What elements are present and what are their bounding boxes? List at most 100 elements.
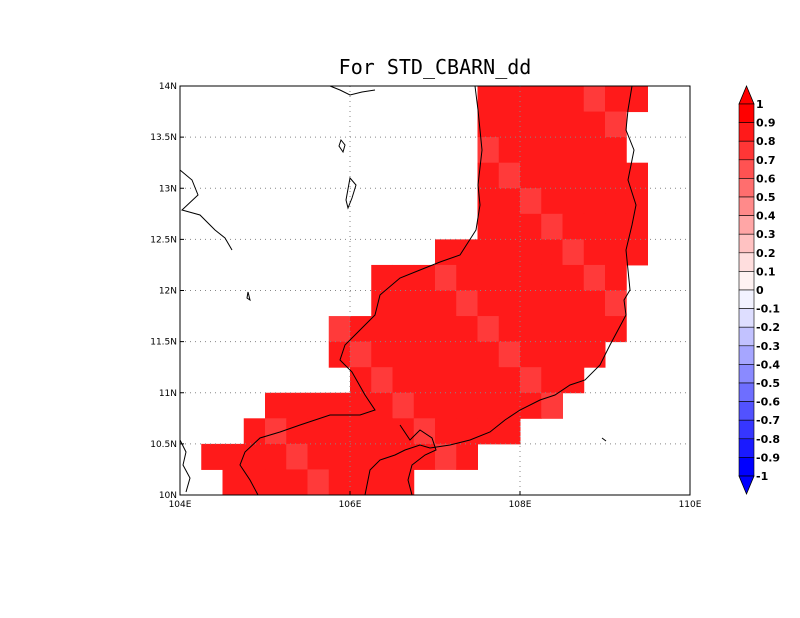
field-cell xyxy=(413,392,436,419)
field-cell xyxy=(413,316,436,343)
field-cell xyxy=(498,367,521,394)
field-cell xyxy=(626,188,648,215)
colorbar-label: 0.6 xyxy=(756,172,776,185)
colorbar-swatch xyxy=(738,196,755,216)
field-cell xyxy=(498,239,521,266)
lat-tick-label: 13N xyxy=(159,184,177,194)
colorbar-swatch xyxy=(738,419,755,440)
field-cell xyxy=(541,392,563,419)
coastline-east xyxy=(364,85,637,496)
field-cell xyxy=(583,239,606,266)
field-cell xyxy=(626,86,648,113)
colorbar-label: 0.4 xyxy=(756,210,776,223)
field-cell xyxy=(243,469,266,496)
field-cell xyxy=(413,367,436,394)
field-cell xyxy=(498,137,521,164)
field-cell xyxy=(498,111,521,138)
field-cell xyxy=(413,443,436,470)
field-cell xyxy=(477,86,500,113)
field-cell xyxy=(541,341,563,368)
field-cell xyxy=(583,86,606,113)
colorbar-swatch xyxy=(738,271,755,291)
field-cell xyxy=(413,264,436,291)
field-cell xyxy=(435,239,457,266)
field-cell xyxy=(562,264,585,291)
field-cell xyxy=(583,341,606,368)
field-cell xyxy=(307,443,330,470)
field-cell xyxy=(477,137,500,164)
field-cell xyxy=(583,137,606,164)
field-cell xyxy=(307,392,330,419)
field-cell xyxy=(456,367,478,394)
field-cell xyxy=(562,137,585,164)
field-cell xyxy=(541,137,563,164)
field-cell xyxy=(498,213,521,240)
colorbar-label: -0.1 xyxy=(756,303,780,316)
colorbar-swatch xyxy=(738,178,755,198)
field-cell xyxy=(562,213,585,240)
field-cell xyxy=(435,290,457,317)
field-cell xyxy=(541,86,563,113)
field-cell xyxy=(435,264,457,291)
field-cell xyxy=(328,443,351,470)
colorbar-label: -0.8 xyxy=(756,433,780,446)
field-cell xyxy=(562,367,585,394)
field-cell xyxy=(286,469,308,496)
lat-tick-label: 10N xyxy=(159,491,177,501)
field-cell xyxy=(583,111,606,138)
field-cell xyxy=(392,418,415,445)
field-cell xyxy=(413,290,436,317)
field-cell xyxy=(541,316,563,343)
colorbar-swatch xyxy=(738,401,755,421)
lat-tick-label: 14N xyxy=(159,82,177,92)
north-coast xyxy=(329,85,376,96)
lon-tick-label: 110E xyxy=(679,500,702,510)
coastline-main xyxy=(239,85,483,496)
lat-tick-label: 13.5N xyxy=(150,133,177,143)
field-cell xyxy=(626,239,648,266)
cambodia-coast xyxy=(179,439,191,493)
colorbar-swatch xyxy=(738,233,755,254)
field-cell xyxy=(371,367,393,394)
field-cell xyxy=(371,316,393,343)
colorbar-label: 1 xyxy=(756,98,764,111)
colorbar-label: 0 xyxy=(756,284,764,297)
field-cell xyxy=(562,341,585,368)
field-cell xyxy=(286,443,308,470)
field-cell xyxy=(435,392,457,419)
colorbar-label: -0.6 xyxy=(756,396,780,409)
field-cell xyxy=(201,443,223,470)
field-cell xyxy=(456,239,478,266)
field-cell xyxy=(605,188,627,215)
colorbar-label: 0.5 xyxy=(756,191,776,204)
colorbar-swatch xyxy=(738,103,755,123)
field-cell xyxy=(562,239,585,266)
field-cell xyxy=(392,392,415,419)
field-cell xyxy=(605,264,627,291)
field-cell xyxy=(371,264,393,291)
field-cell xyxy=(605,137,627,164)
island-3 xyxy=(246,291,251,302)
field-cell xyxy=(562,111,585,138)
field-cell xyxy=(541,264,563,291)
field-cell xyxy=(520,290,542,317)
field-cell xyxy=(307,418,330,445)
data-field-cells xyxy=(201,86,648,496)
field-cell xyxy=(562,188,585,215)
field-cell xyxy=(456,418,478,445)
field-cell xyxy=(477,239,500,266)
field-cell xyxy=(456,443,478,470)
field-cell xyxy=(371,469,393,496)
field-cell xyxy=(456,264,478,291)
field-cell xyxy=(541,162,563,189)
colorbar-label: -0.9 xyxy=(756,451,780,464)
field-cell xyxy=(307,469,330,496)
field-cell xyxy=(498,162,521,189)
lat-tick-label: 12N xyxy=(159,287,177,297)
field-cell xyxy=(477,213,500,240)
field-cell xyxy=(456,341,478,368)
field-cell xyxy=(286,418,308,445)
field-cell xyxy=(435,367,457,394)
field-cell xyxy=(435,443,457,470)
colorbar-top-arrow xyxy=(738,84,755,105)
